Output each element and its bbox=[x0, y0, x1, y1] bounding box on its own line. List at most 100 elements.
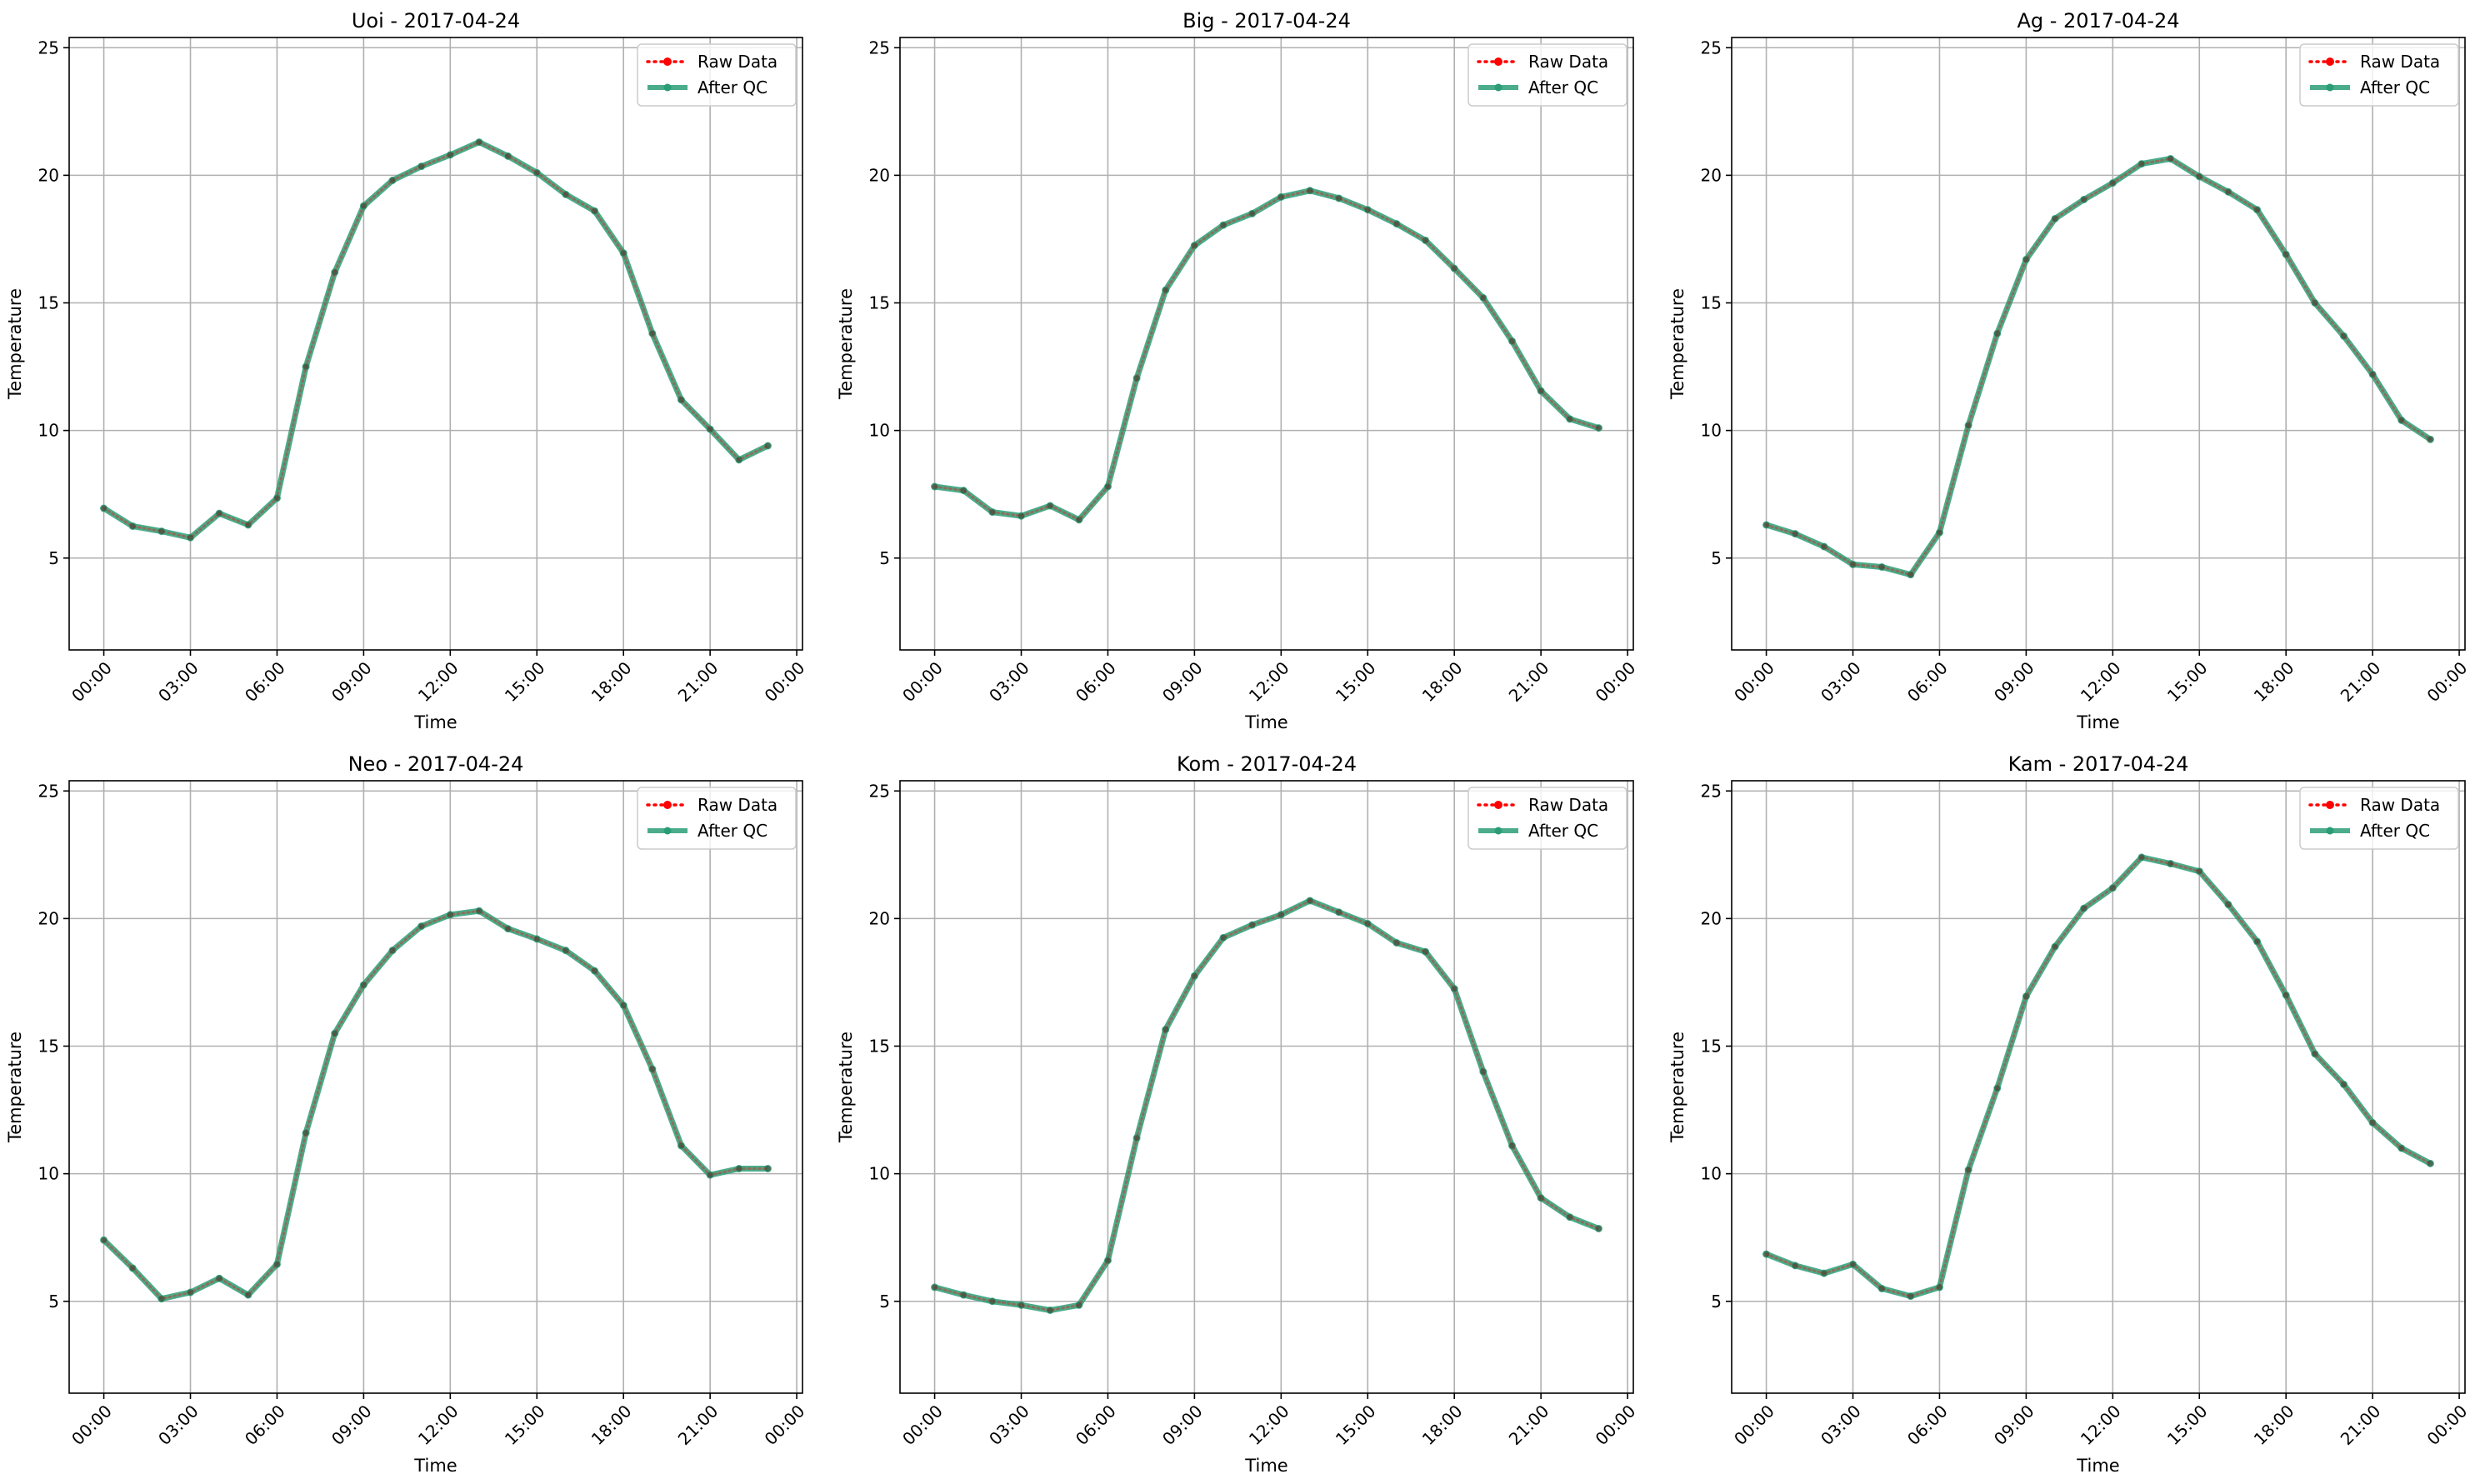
y-tick-label: 10 bbox=[1701, 1164, 1722, 1184]
subplot-5: 00:00 03:00 06:00 09:00 12:00 15:00 18:00 21:00… bbox=[836, 752, 1639, 1476]
x-tick-label: 21:00 bbox=[1505, 657, 1553, 706]
data-point-raw-data bbox=[620, 250, 627, 257]
x-axis-label: Time bbox=[1244, 1456, 1288, 1476]
data-point-raw-data bbox=[2369, 371, 2376, 377]
x-tick-label: 18:00 bbox=[588, 657, 636, 706]
y-tick-label: 10 bbox=[1701, 421, 1722, 441]
data-point-raw-data bbox=[2138, 854, 2145, 861]
data-point-raw-data bbox=[1220, 222, 1227, 228]
y-tick-label: 15 bbox=[869, 1037, 890, 1057]
data-point-raw-data bbox=[533, 936, 540, 942]
y-tick-label: 5 bbox=[1711, 1292, 1722, 1312]
x-tick-label: 00:00 bbox=[68, 1401, 116, 1449]
data-point-raw-data bbox=[1018, 1302, 1025, 1308]
data-point-raw-data bbox=[649, 330, 656, 337]
data-point-raw-data bbox=[2168, 861, 2174, 867]
x-tick-label: 00:00 bbox=[2423, 657, 2472, 706]
data-point-raw-data bbox=[1278, 912, 1284, 918]
data-point-raw-data bbox=[1878, 1285, 1885, 1292]
x-tick-label: 00:00 bbox=[1592, 1401, 1640, 1449]
data-point-raw-data bbox=[1792, 1262, 1798, 1269]
data-point-raw-data bbox=[1249, 210, 1256, 217]
y-tick-label: 20 bbox=[1701, 908, 1722, 928]
data-point-raw-data bbox=[932, 1284, 938, 1291]
data-point-raw-data bbox=[2081, 196, 2088, 202]
data-point-raw-data bbox=[101, 505, 108, 512]
data-point-raw-data bbox=[1336, 909, 1342, 916]
x-tick-label: 09:00 bbox=[1990, 657, 2038, 706]
legend-box bbox=[637, 43, 797, 107]
y-tick-label: 15 bbox=[1701, 293, 1722, 313]
data-point-raw-data bbox=[101, 1237, 108, 1243]
y-tick-label: 5 bbox=[48, 1292, 59, 1312]
data-point-raw-data bbox=[1336, 195, 1342, 202]
x-tick-label: 00:00 bbox=[761, 657, 809, 706]
data-point-raw-data bbox=[158, 1296, 165, 1302]
data-point-raw-data bbox=[1850, 1261, 1857, 1267]
y-tick-label: 5 bbox=[879, 548, 890, 568]
x-tick-label: 00:00 bbox=[898, 1401, 947, 1449]
data-point-raw-data bbox=[1393, 221, 1400, 227]
legend-box bbox=[2299, 787, 2459, 850]
data-point-raw-data bbox=[592, 207, 598, 214]
data-point-raw-data bbox=[620, 1002, 627, 1008]
x-tick-label: 00:00 bbox=[2423, 1401, 2472, 1449]
data-point-raw-data bbox=[678, 1142, 684, 1149]
legend-marker-raw-data bbox=[663, 801, 672, 809]
data-point-raw-data bbox=[2196, 868, 2202, 875]
x-tick-label: 06:00 bbox=[241, 1401, 289, 1449]
legend-label-after-qc: After QC bbox=[698, 821, 768, 841]
data-point-raw-data bbox=[2022, 993, 2029, 1000]
series-line-raw-data bbox=[1765, 856, 2432, 1298]
x-axis-label: Time bbox=[1244, 712, 1288, 732]
legend-marker-after-qc bbox=[2326, 83, 2334, 92]
x-tick-label: 18:00 bbox=[588, 1401, 636, 1449]
x-tick-label: 09:00 bbox=[1158, 1401, 1207, 1449]
data-point-raw-data bbox=[1104, 483, 1111, 490]
series-raw-data bbox=[932, 897, 1602, 1313]
data-point-raw-data bbox=[1821, 1270, 1828, 1277]
data-point-raw-data bbox=[245, 1292, 252, 1298]
plot-frame bbox=[899, 37, 1634, 651]
data-point-raw-data bbox=[1936, 529, 1942, 536]
data-point-raw-data bbox=[562, 191, 569, 197]
subplot-title: Kam - 2017-04-24 bbox=[2008, 752, 2189, 776]
data-point-raw-data bbox=[1076, 1302, 1082, 1308]
data-point-raw-data bbox=[2196, 173, 2202, 180]
x-tick-label: 06:00 bbox=[1903, 657, 1952, 706]
legend-marker-after-qc bbox=[2326, 827, 2334, 835]
x-tick-label: 00:00 bbox=[1730, 657, 1778, 706]
data-point-raw-data bbox=[764, 1166, 771, 1172]
y-axis-label: Temperature bbox=[5, 288, 25, 400]
data-point-raw-data bbox=[932, 483, 938, 490]
subplot-title: Big - 2017-04-24 bbox=[1182, 9, 1351, 32]
x-tick-label: 12:00 bbox=[2077, 1401, 2125, 1449]
data-point-raw-data bbox=[1133, 1135, 1140, 1142]
y-tick-label: 25 bbox=[1701, 37, 1722, 57]
series-line-raw-data bbox=[933, 189, 1600, 522]
data-point-raw-data bbox=[1508, 1142, 1515, 1149]
x-tick-label: 03:00 bbox=[154, 1401, 202, 1449]
series-raw-data bbox=[101, 139, 771, 541]
y-axis-label: Temperature bbox=[5, 1032, 25, 1143]
data-point-raw-data bbox=[1047, 502, 1053, 509]
subplot-1: 00:00 03:00 06:00 09:00 12:00 15:00 18:00 21:00… bbox=[5, 9, 808, 732]
data-point-raw-data bbox=[1567, 1214, 1573, 1221]
series-raw-data bbox=[101, 907, 771, 1302]
legend-marker-after-qc bbox=[663, 827, 672, 835]
y-tick-label: 15 bbox=[38, 293, 59, 313]
data-point-raw-data bbox=[447, 152, 453, 158]
data-point-raw-data bbox=[764, 442, 771, 449]
data-point-raw-data bbox=[129, 1265, 136, 1272]
legend-label-raw-data: Raw Data bbox=[1528, 795, 1608, 815]
x-tick-label: 06:00 bbox=[241, 657, 289, 706]
y-tick-label: 10 bbox=[869, 1164, 890, 1184]
legend: Raw Data After QC bbox=[2299, 787, 2459, 850]
data-point-raw-data bbox=[2340, 332, 2347, 339]
y-tick-label: 20 bbox=[869, 165, 890, 185]
y-axis-label: Temperature bbox=[1668, 288, 1688, 400]
legend-marker-after-qc bbox=[1494, 827, 1502, 835]
legend-label-after-qc: After QC bbox=[2360, 821, 2430, 841]
x-tick-label: 03:00 bbox=[985, 657, 1033, 706]
plot-area bbox=[69, 37, 802, 650]
